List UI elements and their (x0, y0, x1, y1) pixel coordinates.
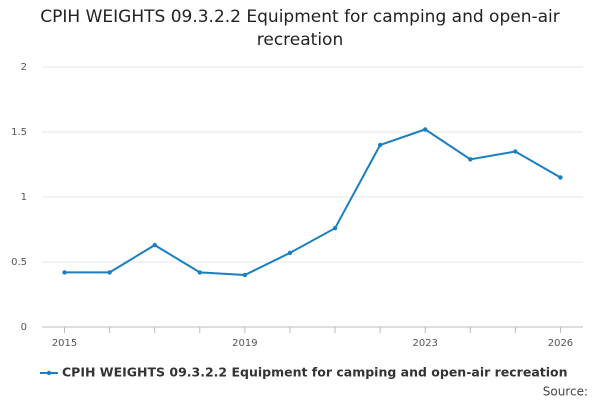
y-tick-label: 1 (21, 192, 27, 203)
data-point (558, 175, 563, 180)
y-tick-label: 1.5 (11, 127, 27, 138)
x-tick-label: 2019 (232, 338, 257, 349)
data-point (287, 250, 293, 256)
data-point (152, 242, 157, 248)
x-tick-label: 2015 (52, 338, 77, 349)
data-point (107, 270, 112, 275)
y-tick-label: 2 (21, 62, 27, 73)
chart-title: CPIH WEIGHTS 09.3.2.2 Equipment for camp… (40, 7, 560, 50)
data-point (377, 142, 383, 148)
data-point (513, 149, 518, 154)
x-tick-label: 2026 (548, 338, 573, 349)
y-tick-label: 0.5 (11, 257, 27, 268)
data-point (423, 127, 428, 132)
data-point (468, 157, 473, 162)
series-line (64, 128, 561, 277)
y-tick-label: 0 (21, 322, 27, 333)
data-point (62, 270, 67, 275)
legend-label: CPIH WEIGHTS 09.3.2.2 Equipment for camp… (62, 365, 568, 380)
data-point (332, 226, 338, 231)
x-tick-label: 2023 (412, 338, 437, 349)
data-point (242, 272, 248, 278)
data-point (197, 270, 202, 275)
legend-marker (46, 370, 52, 376)
source: Source: (543, 385, 588, 399)
